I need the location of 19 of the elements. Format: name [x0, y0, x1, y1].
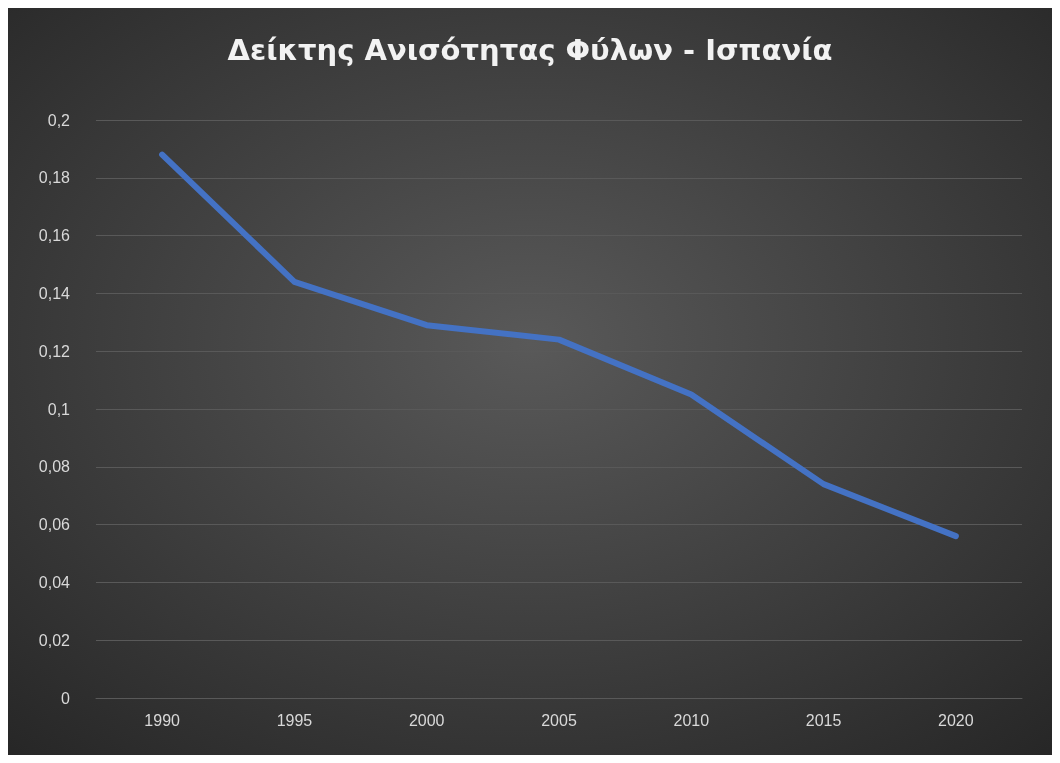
y-tick-label: 0,08: [38, 458, 71, 476]
y-tick-label: 0,18: [38, 169, 71, 187]
x-tick-label: 2015: [805, 711, 842, 729]
y-tick-label: 0,12: [38, 342, 71, 360]
x-tick-label: 1990: [144, 711, 181, 729]
y-tick-label: 0,02: [38, 631, 71, 649]
y-tick-label: 0,16: [38, 227, 71, 245]
chart-title: Δείκτης Ανισότητας Φύλων - Ισπανία: [227, 32, 833, 67]
y-tick-label: 0,14: [38, 284, 71, 302]
x-tick-label: 2000: [408, 711, 445, 729]
y-tick-label: 0,06: [38, 516, 71, 534]
y-tick-label: 0,04: [38, 573, 71, 591]
y-tick-label: 0,2: [47, 111, 71, 129]
y-tick-label: 0,1: [47, 400, 71, 418]
x-tick-label: 1995: [276, 711, 313, 729]
x-tick-label: 2005: [541, 711, 577, 729]
x-tick-label: 2020: [938, 711, 974, 729]
y-tick-label: 0: [61, 689, 71, 707]
x-tick-label: 2010: [673, 711, 710, 729]
